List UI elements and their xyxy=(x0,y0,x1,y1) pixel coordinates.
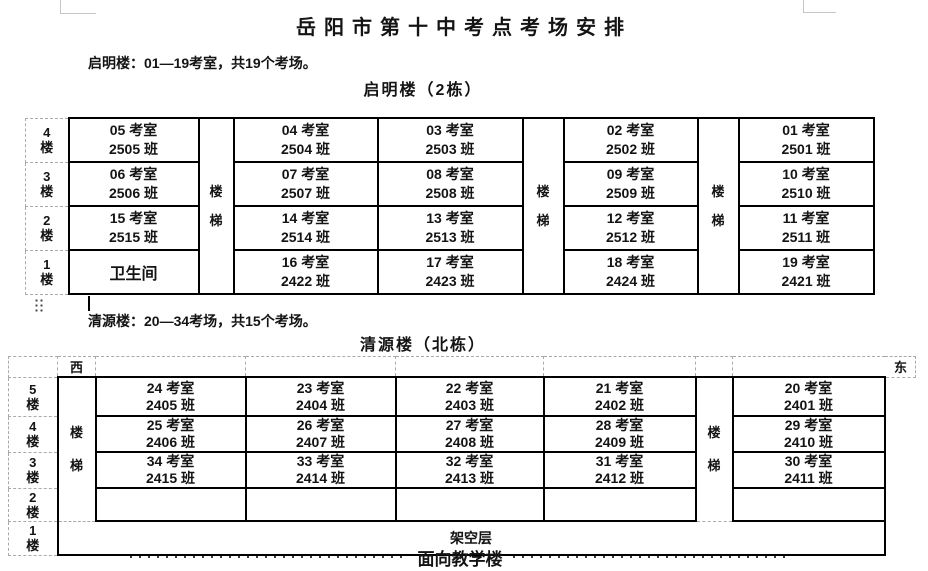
header-cell xyxy=(543,356,696,378)
dotted-line-left xyxy=(130,556,408,558)
empty-room-cell xyxy=(394,487,545,522)
header-cell xyxy=(695,356,733,378)
room-cell: 24 考室 2405 班 xyxy=(94,376,247,417)
room-cell: 01 考室 2501 班 xyxy=(737,117,875,163)
room-cell: 08 考室 2508 班 xyxy=(376,161,524,207)
room-cell: 29 考室 2410 班 xyxy=(731,415,886,453)
stairs-cell: 楼梯 xyxy=(521,117,565,295)
room-cell: 34 考室 2415 班 xyxy=(94,451,247,489)
room-cell: 21 考室 2402 班 xyxy=(542,376,697,417)
header-cell xyxy=(8,356,58,378)
room-cell: 04 考室 2504 班 xyxy=(232,117,379,163)
room-cell: 30 考室 2411 班 xyxy=(731,451,886,489)
room-cell: 02 考室 2502 班 xyxy=(562,117,699,163)
margin-corner-mark-left xyxy=(60,0,96,14)
room-cell: 09 考室 2509 班 xyxy=(562,161,699,207)
header-cell xyxy=(245,356,396,378)
dotted-line-right xyxy=(512,556,790,558)
room-cell: 18 考室 2424 班 xyxy=(562,249,699,295)
room-cell: 32 考室 2413 班 xyxy=(394,451,545,489)
text-cursor xyxy=(88,296,90,311)
room-cell: 03 考室 2503 班 xyxy=(376,117,524,163)
room-cell: 31 考室 2412 班 xyxy=(542,451,697,489)
room-cell: 20 考室 2401 班 xyxy=(731,376,886,417)
room-cell: 26 考室 2407 班 xyxy=(244,415,397,453)
stairs-cell: 楼梯 xyxy=(696,117,740,295)
facing-caption: 面向教学楼 xyxy=(417,549,503,569)
east-label: 东 xyxy=(732,356,916,378)
stairs-cell: 楼梯 xyxy=(56,376,97,522)
room-cell: 23 考室 2404 班 xyxy=(244,376,397,417)
room-cell: 28 考室 2409 班 xyxy=(542,415,697,453)
spacer-cell xyxy=(885,416,916,452)
room-cell: 10 考室 2510 班 xyxy=(737,161,875,207)
room-cell: 06 考室 2506 班 xyxy=(67,161,200,207)
room-cell: 05 考室 2505 班 xyxy=(67,117,200,163)
room-cell: 13 考室 2513 班 xyxy=(376,205,524,251)
building1-heading: 启明楼（2栋） xyxy=(363,82,483,99)
west-label: 西 xyxy=(57,356,96,378)
room-cell: 33 考室 2414 班 xyxy=(244,451,397,489)
building2-heading: 清源楼（北栋） xyxy=(359,337,486,354)
room-cell: 19 考室 2421 班 xyxy=(737,249,875,295)
room-cell: 14 考室 2514 班 xyxy=(232,205,379,251)
empty-room-cell xyxy=(542,487,697,522)
room-cell: 16 考室 2422 班 xyxy=(232,249,379,295)
stairs-cell: 楼梯 xyxy=(694,376,734,522)
empty-room-cell xyxy=(94,487,247,522)
room-cell: 22 考室 2403 班 xyxy=(394,376,545,417)
spacer-cell xyxy=(885,452,916,488)
table-drag-handle[interactable] xyxy=(34,298,44,312)
room-cell: 17 考室 2423 班 xyxy=(376,249,524,295)
header-cell xyxy=(95,356,246,378)
empty-room-cell xyxy=(731,487,886,522)
open-floor-cell: 架空层 xyxy=(56,521,886,556)
header-cell xyxy=(395,356,544,378)
spacer-cell xyxy=(885,377,916,416)
building2-note: 清源楼：20—34考场，共15个考场。 xyxy=(88,313,317,329)
room-cell: 15 考室 2515 班 xyxy=(67,205,200,251)
building1-note: 启明楼：01—19考室，共19个考场。 xyxy=(88,55,317,71)
room-cell: 12 考室 2512 班 xyxy=(562,205,699,251)
stairs-cell: 楼梯 xyxy=(197,117,235,295)
margin-corner-mark-right xyxy=(803,0,836,13)
room-cell: 27 考室 2408 班 xyxy=(394,415,545,453)
room-cell: 11 考室 2511 班 xyxy=(737,205,875,251)
spacer-cell xyxy=(885,521,916,555)
facing-caption-row: 面向教学楼 xyxy=(130,547,790,569)
room-cell: 07 考室 2507 班 xyxy=(232,161,379,207)
page-title: 岳阳市第十中考点考场安排 xyxy=(296,17,632,39)
toilet-cell: 卫生间 xyxy=(67,249,200,295)
spacer-cell xyxy=(885,488,916,521)
room-cell: 25 考室 2406 班 xyxy=(94,415,247,453)
empty-room-cell xyxy=(244,487,397,522)
